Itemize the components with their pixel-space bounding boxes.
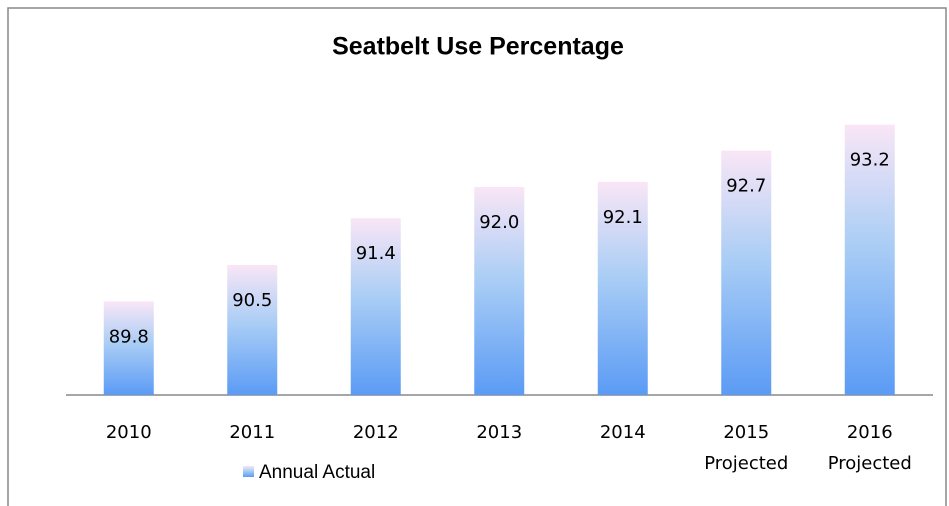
legend-swatch: [243, 466, 254, 477]
bar: [350, 218, 401, 395]
tick-line: 2015: [723, 422, 769, 443]
legend-label: Annual Actual: [259, 462, 375, 483]
chart-title: Seatbelt Use Percentage: [332, 33, 624, 61]
tick-line: 2016: [847, 422, 893, 443]
x-tick-label: 2015 Projected: [704, 422, 788, 474]
x-tick-label: 2012: [353, 422, 399, 443]
data-label: 89.8: [109, 326, 149, 347]
tick-line: Projected: [828, 453, 912, 474]
data-label: 93.2: [850, 150, 890, 171]
data-label: 92.0: [479, 212, 519, 233]
bar: [103, 301, 154, 395]
bar: [474, 187, 525, 395]
x-tick-label: 2014: [600, 422, 646, 443]
bar: [721, 150, 772, 395]
data-label: 90.5: [232, 290, 272, 311]
data-label: 91.4: [356, 243, 396, 264]
frame: [7, 7, 947, 506]
x-tick-label: 2011: [229, 422, 275, 443]
x-tick-label: 2016 Projected: [828, 422, 912, 474]
x-tick-label: 2013: [476, 422, 522, 443]
bar: [844, 124, 895, 395]
bar: [227, 265, 278, 395]
data-label: 92.7: [726, 176, 766, 197]
bar: [597, 181, 648, 395]
x-tick-label: 2010: [106, 422, 152, 443]
data-label: 92.1: [603, 207, 643, 228]
tick-line: Projected: [704, 453, 788, 474]
